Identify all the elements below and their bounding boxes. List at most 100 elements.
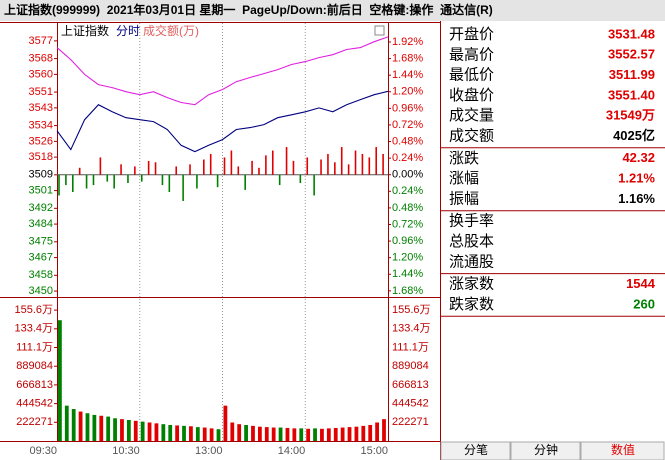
info-value: 3511.99 bbox=[609, 67, 655, 82]
tab-label[interactable]: 分笔 bbox=[464, 442, 488, 457]
volume-tick-label-right: 155.6万 bbox=[392, 304, 431, 316]
volume-tick-label: 111.1万 bbox=[16, 341, 53, 353]
x-tick-label: 10:30 bbox=[112, 445, 140, 457]
tab[interactable] bbox=[440, 441, 511, 460]
info-label: 总股本 bbox=[449, 233, 494, 250]
info-value: 3552.57 bbox=[608, 47, 655, 62]
y2-tick-label: 0.96% bbox=[392, 102, 423, 114]
volume-bar bbox=[237, 424, 242, 441]
info-value: 3531.48 bbox=[608, 26, 655, 41]
info-label: 换手率 bbox=[449, 213, 494, 230]
y-tick-label: 3560 bbox=[29, 68, 53, 80]
tab[interactable] bbox=[580, 441, 665, 460]
info-value: 42.32 bbox=[622, 150, 655, 165]
volume-bar bbox=[202, 427, 207, 441]
volume-bar bbox=[175, 425, 180, 441]
volume-tick-label-right: 666813 bbox=[392, 379, 429, 391]
y2-tick-label: 0.24% bbox=[392, 152, 423, 164]
volume-bar bbox=[251, 425, 255, 441]
y2-tick-label: 1.92% bbox=[392, 36, 423, 48]
volume-bar bbox=[168, 425, 173, 441]
volume-bar bbox=[106, 416, 111, 441]
volume-bar bbox=[299, 428, 304, 441]
y-tick-label: 3509 bbox=[29, 169, 53, 181]
expand-icon[interactable] bbox=[374, 25, 385, 36]
volume-bar bbox=[92, 414, 97, 441]
y2-tick-label: 0.00% bbox=[392, 169, 423, 181]
volume-tick-label: 133.4万 bbox=[14, 323, 53, 335]
volume-bar bbox=[223, 405, 228, 441]
y2-tick-label: 0.96% bbox=[392, 235, 423, 247]
volume-bar bbox=[113, 418, 117, 441]
volume-bar bbox=[306, 428, 311, 441]
info-label: 涨家数 bbox=[449, 276, 494, 293]
x-tick-label: 13:00 bbox=[195, 445, 223, 457]
volume-tick-label: 666813 bbox=[16, 379, 53, 391]
volume-bar bbox=[154, 423, 159, 441]
volume-bar bbox=[244, 425, 248, 441]
y-tick-label: 3467 bbox=[29, 251, 53, 263]
volume-bar bbox=[85, 413, 90, 441]
volume-bar bbox=[71, 409, 76, 441]
volume-bar bbox=[285, 427, 290, 441]
info-label: 最高价 bbox=[449, 46, 494, 63]
volume-bar bbox=[271, 427, 276, 441]
info-label: 涨幅 bbox=[449, 170, 479, 187]
y2-tick-label: 0.24% bbox=[392, 185, 423, 197]
y2-tick-label: 1.20% bbox=[392, 86, 423, 98]
volume-bar bbox=[140, 421, 145, 441]
info-value: 31549万 bbox=[606, 108, 655, 123]
volume-bar bbox=[189, 426, 193, 441]
volume-bar bbox=[209, 428, 214, 441]
title-text: 上证指数(999999) 2021年03月01日 星期一 PageUp/Down… bbox=[4, 2, 493, 17]
x-tick-label: 14:00 bbox=[278, 445, 306, 457]
x-tick-label: 15:00 bbox=[360, 445, 388, 457]
y-tick-label: 3577 bbox=[29, 35, 53, 47]
price-line bbox=[56, 90, 389, 153]
title-bar bbox=[0, 0, 665, 21]
volume-tick-label: 155.6万 bbox=[14, 304, 53, 316]
volume-bar bbox=[126, 419, 131, 441]
info-label: 最低价 bbox=[449, 67, 494, 84]
info-value: 260 bbox=[633, 296, 655, 311]
volume-bar bbox=[292, 428, 297, 441]
volume-bar bbox=[58, 320, 62, 441]
volume-bar bbox=[361, 425, 366, 441]
y2-tick-label: 1.20% bbox=[392, 252, 423, 264]
tab[interactable] bbox=[510, 441, 581, 460]
volume-bar bbox=[147, 422, 152, 441]
y-tick-label: 3526 bbox=[29, 135, 53, 147]
legend-index: 上证指数 bbox=[61, 23, 109, 38]
info-label: 成交量 bbox=[449, 106, 494, 124]
y-tick-label: 3475 bbox=[29, 236, 53, 248]
info-value: 1.21% bbox=[618, 171, 655, 186]
y-tick-label: 3450 bbox=[29, 285, 53, 297]
y-tick-label: 3568 bbox=[29, 53, 53, 65]
volume-tick-label-right: 889084 bbox=[392, 360, 429, 372]
volume-tick-label: 444542 bbox=[16, 398, 53, 410]
volume-bar bbox=[64, 405, 69, 441]
volume-bar bbox=[257, 426, 262, 441]
y-tick-label: 3518 bbox=[29, 151, 53, 163]
info-label: 收盘价 bbox=[449, 86, 494, 104]
y-tick-label: 3484 bbox=[29, 218, 53, 230]
y-tick-label: 3534 bbox=[29, 119, 53, 131]
volume-tick-label: 889084 bbox=[16, 360, 53, 372]
tab-label[interactable]: 数值 bbox=[611, 442, 635, 457]
volume-bar bbox=[161, 424, 166, 441]
volume-bar bbox=[333, 427, 338, 441]
volume-bar bbox=[230, 422, 235, 441]
volume-bar bbox=[368, 425, 373, 441]
frame bbox=[0, 21, 441, 460]
volume-tick-label-right: 111.1万 bbox=[392, 341, 429, 353]
y2-tick-label: 1.68% bbox=[392, 52, 423, 64]
y2-tick-label: 1.44% bbox=[392, 69, 423, 81]
y2-tick-label: 0.72% bbox=[392, 218, 423, 230]
volume-bar bbox=[195, 427, 200, 441]
info-label: 成交额 bbox=[449, 126, 494, 144]
legend-volume: 成交额(万) bbox=[143, 23, 199, 38]
volume-bar bbox=[120, 419, 124, 441]
tab-label[interactable]: 分钟 bbox=[534, 442, 558, 457]
volume-bar bbox=[133, 420, 138, 441]
info-label: 涨跌 bbox=[449, 150, 479, 167]
